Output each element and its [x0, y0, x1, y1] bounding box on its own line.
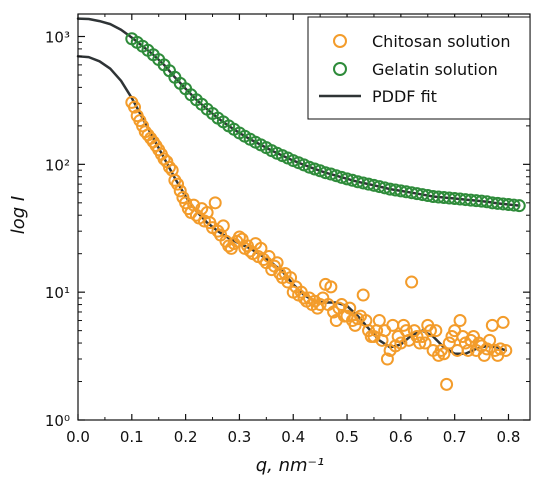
plot-frame	[77, 13, 531, 421]
chitosan-data-point	[380, 352, 394, 366]
x-tick-label: 0.2	[174, 428, 198, 446]
x-tick-label: 0.8	[497, 428, 521, 446]
chitosan-data-point	[324, 280, 338, 294]
x-tick-label: 0.3	[227, 428, 251, 446]
chitosan-data-point	[335, 298, 349, 312]
chitosan-data-point	[394, 336, 408, 350]
chitosan-data-point	[477, 348, 491, 362]
gelatin-data-point	[512, 199, 526, 213]
chitosan-data-point	[171, 177, 185, 191]
chitosan-data-point	[313, 298, 327, 312]
y-tick-label: 10¹	[45, 284, 70, 302]
gelatin-data-point	[507, 198, 521, 212]
y-tick-label: 10³	[45, 29, 70, 47]
x-tick-label: 0.7	[443, 428, 467, 446]
x-tick-label: 0.5	[335, 428, 359, 446]
chitosan-data-point	[499, 343, 513, 357]
legend: Chitosan solution Gelatin solution PDDF …	[307, 16, 531, 120]
chitosan-data-point	[173, 184, 187, 198]
data-markers	[125, 32, 526, 391]
chitosan-data-point	[351, 312, 365, 326]
axes: 0.0 0.1 0.2 0.3 0.4 0.5 0.6 0.7 0.8 10⁰ 10¹ 10² 10³	[45, 14, 530, 446]
chitosan-data-point	[442, 336, 456, 350]
y-tick-label: 10²	[45, 156, 70, 174]
chitosan-data-point	[418, 336, 432, 350]
y-tick-label: 10⁰	[45, 412, 70, 430]
chitosan-data-point	[372, 314, 386, 328]
chitosan-data-point	[284, 271, 298, 285]
x-tick-label: 0.4	[281, 428, 305, 446]
chitosan-data-point	[232, 230, 246, 244]
chitosan-data-point	[162, 160, 176, 174]
chitosan-data-point	[496, 315, 510, 329]
legend-marker-chitosan	[333, 34, 347, 48]
legend-label-pddf: PDDF fit	[372, 87, 437, 106]
chitosan-data-point	[348, 318, 362, 332]
x-tick-label: 0.6	[389, 428, 413, 446]
y-axis-label: log I	[8, 196, 29, 234]
chitosan-data-point	[440, 377, 454, 391]
chitosan-data-point	[453, 314, 467, 328]
legend-label-chitosan: Chitosan solution	[372, 32, 511, 51]
chitosan-data-point	[356, 288, 370, 302]
chitosan-data-point	[262, 250, 276, 264]
chitosan-data-point	[386, 318, 400, 332]
chitosan-data-point	[413, 336, 427, 350]
chitosan-data-point	[429, 324, 443, 338]
chitosan-data-point	[434, 343, 448, 357]
chitosan-data-point	[437, 347, 451, 361]
chitosan-data-point	[493, 342, 507, 356]
chitosan-data-point	[197, 214, 211, 228]
legend-marker-gelatin	[333, 62, 347, 76]
chitosan-data-point	[410, 330, 424, 343]
x-axis-label: q, nm⁻¹	[256, 455, 325, 476]
chitosan-data-point	[208, 196, 222, 210]
chitosan-data-point	[485, 318, 499, 332]
legend-label-gelatin: Gelatin solution	[372, 60, 498, 79]
chitosan-data-point	[423, 324, 437, 338]
chitosan-data-point	[480, 342, 494, 356]
x-tick-label: 0.0	[66, 428, 90, 446]
chitosan-data-point	[483, 333, 497, 347]
chitosan-data-point	[216, 219, 230, 233]
chitosan-data-point	[343, 301, 357, 315]
chitosan-data-point	[128, 100, 141, 114]
chitosan-data-point	[405, 275, 419, 289]
x-tick-label: 0.1	[120, 428, 144, 446]
